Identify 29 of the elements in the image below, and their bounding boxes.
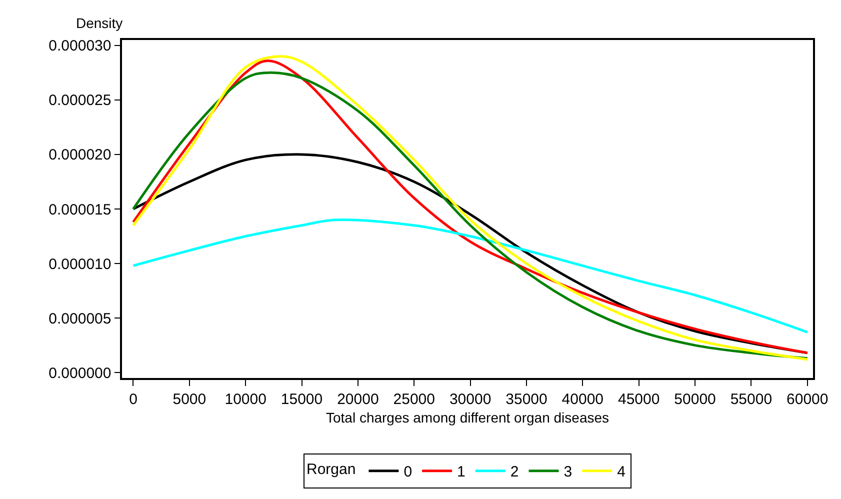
- x-tick-label: 55000: [730, 390, 772, 408]
- legend-label: 3: [564, 464, 572, 481]
- x-tick-label: 5000: [172, 390, 206, 408]
- x-tick-label: 40000: [562, 390, 604, 408]
- line-series: [132, 218, 809, 334]
- x-tick-label: 30000: [449, 390, 492, 408]
- x-tick-label: 60000: [786, 390, 828, 408]
- x-tick-label: 35000: [506, 390, 548, 408]
- x-tick-label: 50000: [674, 390, 716, 408]
- legend-title: Rorgan: [306, 461, 356, 478]
- y-axis-title: Density: [76, 15, 123, 31]
- legend-label: 0: [404, 464, 412, 481]
- x-tick-label: 25000: [393, 390, 435, 408]
- x-tick-label: 15000: [280, 390, 323, 408]
- y-tick-label: 0.000030: [48, 38, 112, 55]
- y-tick-label: 0.000010: [48, 256, 112, 273]
- y-tick-label: 0.000025: [48, 92, 112, 110]
- y-tick-label: 0.000005: [48, 310, 112, 328]
- y-tick-label: 0.000000: [48, 364, 112, 382]
- legend-label: 1: [457, 464, 466, 481]
- y-tick-label: 0.000020: [48, 146, 112, 164]
- legend-label: 4: [617, 464, 626, 481]
- y-tick-label: 0.000015: [48, 201, 112, 218]
- x-axis-title: Total charges among different organ diseases: [326, 410, 610, 426]
- x-tick-label: 10000: [224, 390, 266, 408]
- x-tick-label: 20000: [337, 390, 379, 408]
- legend-label: 2: [510, 464, 519, 481]
- x-tick-label: 45000: [618, 390, 660, 408]
- x-tick-label: 0: [129, 390, 138, 408]
